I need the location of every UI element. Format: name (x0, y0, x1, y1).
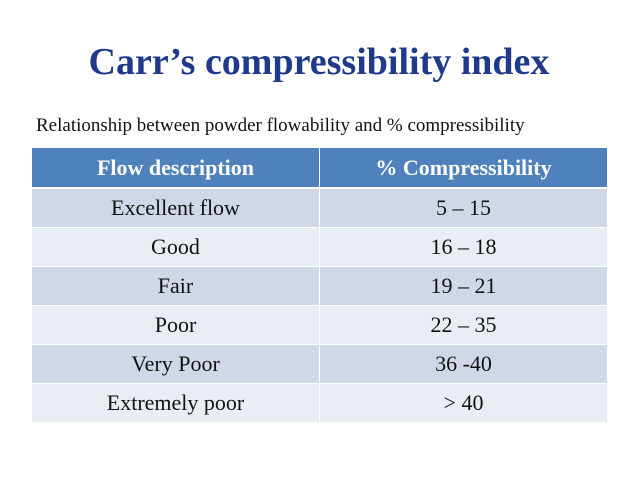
flow-description-cell: Good (31, 227, 320, 267)
table-header-row: Flow description % Compressibility (31, 148, 608, 189)
flow-description-cell: Fair (31, 266, 320, 306)
table-row: Excellent flow 5 – 15 (31, 187, 608, 228)
compressibility-cell: 22 – 35 (319, 305, 608, 345)
compressibility-cell: > 40 (319, 383, 608, 423)
page-title: Carr’s compressibility index (88, 41, 550, 83)
page-subtitle: Relationship between powder flowability … (36, 115, 525, 136)
table-row: Fair 19 – 21 (31, 266, 608, 306)
flow-description-cell: Poor (31, 305, 320, 345)
flow-description-cell: Excellent flow (31, 187, 320, 228)
flow-description-cell: Extremely poor (31, 383, 320, 423)
compressibility-cell: 16 – 18 (319, 227, 608, 267)
table-row: Good 16 – 18 (31, 227, 608, 267)
table-row: Poor 22 – 35 (31, 305, 608, 345)
header-flow-description: Flow description (31, 148, 320, 189)
flow-description-cell: Very Poor (31, 344, 320, 384)
header-compressibility: % Compressibility (319, 148, 608, 189)
table-row: Extremely poor > 40 (31, 383, 608, 423)
compressibility-cell: 5 – 15 (319, 187, 608, 228)
compressibility-cell: 19 – 21 (319, 266, 608, 306)
table-row: Very Poor 36 -40 (31, 344, 608, 384)
compressibility-table: Flow description % Compressibility Excel… (31, 148, 608, 423)
compressibility-cell: 36 -40 (319, 344, 608, 384)
